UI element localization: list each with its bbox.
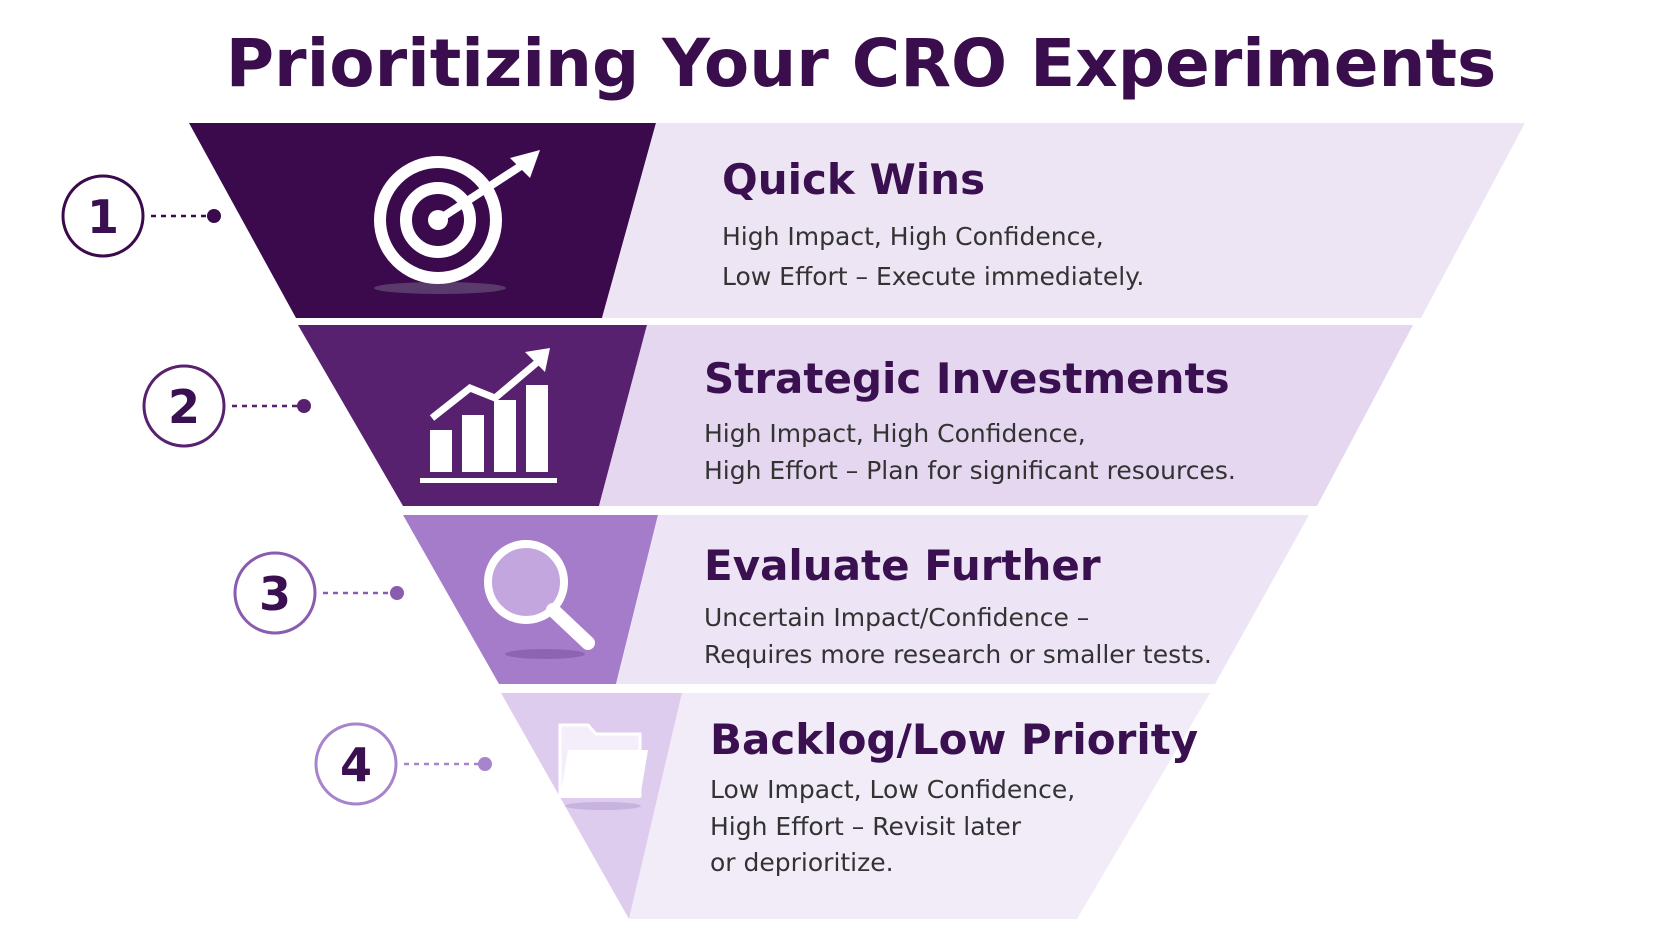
title: Prioritizing Your CRO Experiments bbox=[226, 25, 1497, 102]
tier-heading: Strategic Investments bbox=[704, 354, 1230, 403]
tier-description: Low Impact, Low Confidence, bbox=[710, 775, 1075, 804]
tiers: 1 Quick Wins High Impact, High Confidence,… bbox=[61, 155, 1236, 877]
connector-dot bbox=[207, 209, 221, 223]
number-badge bbox=[233, 551, 317, 635]
icon-folder bbox=[558, 723, 648, 810]
number-badge bbox=[61, 174, 145, 258]
icon-growth-chart bbox=[420, 348, 557, 483]
icon-target bbox=[374, 150, 540, 294]
tier-number: 1 bbox=[87, 190, 119, 244]
connector-dot bbox=[390, 586, 404, 600]
number-badge bbox=[314, 722, 398, 806]
funnel bbox=[189, 123, 1525, 919]
tier-description: Requires more research or smaller tests. bbox=[704, 640, 1212, 669]
tier-1-icon-band bbox=[189, 123, 656, 318]
tier-number: 3 bbox=[259, 567, 291, 621]
connector-dot bbox=[478, 757, 492, 771]
tier-2-band bbox=[599, 325, 1413, 506]
tier-1-band bbox=[602, 123, 1525, 318]
tier-heading: Quick Wins bbox=[722, 155, 985, 204]
tier-description: High Effort – Plan for significant resou… bbox=[704, 456, 1236, 485]
tier-description: Uncertain Impact/Confidence – bbox=[704, 603, 1089, 632]
tier-description: Low Effort – Execute immediately. bbox=[722, 262, 1144, 291]
tier-number: 2 bbox=[168, 380, 200, 434]
tier-4-band bbox=[629, 693, 1210, 919]
tier-heading: Evaluate Further bbox=[704, 541, 1101, 590]
tier-number: 4 bbox=[340, 738, 372, 792]
tier-3-band bbox=[616, 515, 1309, 684]
tier-description: High Impact, High Confidence, bbox=[704, 419, 1086, 448]
tier-description: or deprioritize. bbox=[710, 848, 894, 877]
connector-dot bbox=[297, 399, 311, 413]
tier-description: High Effort – Revisit later bbox=[710, 812, 1022, 841]
number-badge bbox=[142, 364, 226, 448]
tier-description: High Impact, High Confidence, bbox=[722, 222, 1104, 251]
icon-magnifier bbox=[484, 540, 595, 659]
tier-heading: Backlog/Low Priority bbox=[710, 715, 1198, 764]
